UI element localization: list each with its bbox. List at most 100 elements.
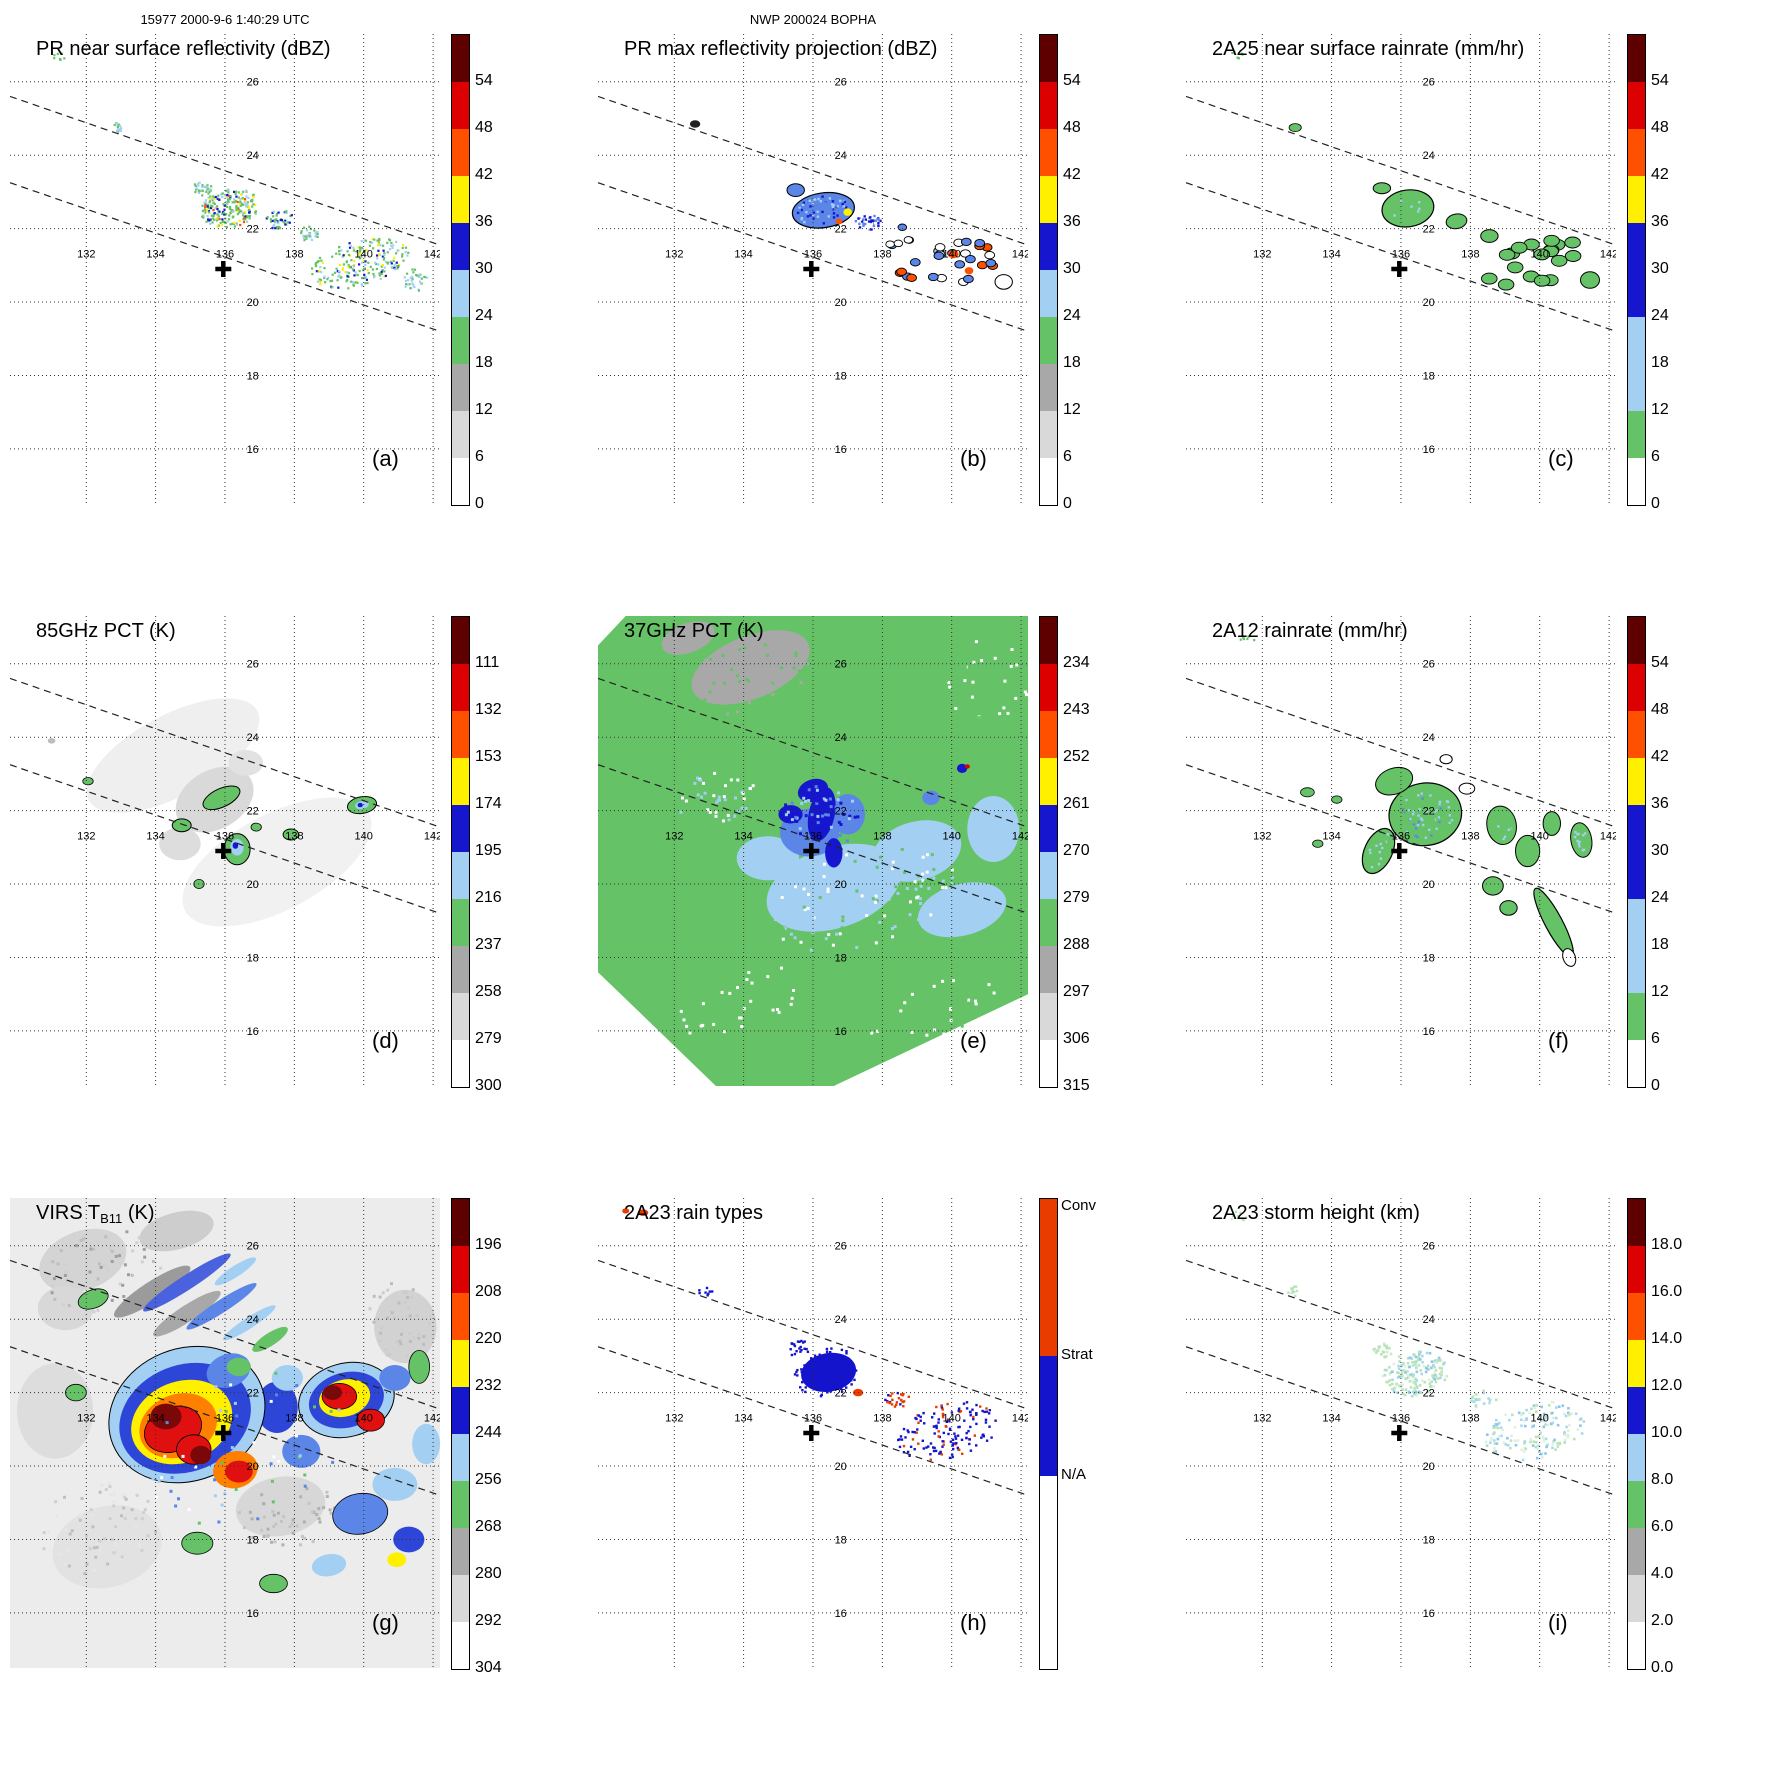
data-pixel bbox=[125, 1230, 129, 1234]
lat-label: 16 bbox=[1423, 444, 1435, 456]
data-pixel bbox=[320, 259, 323, 262]
data-pixel bbox=[1402, 1362, 1405, 1365]
data-pixel bbox=[1544, 1452, 1547, 1455]
data-pixel bbox=[201, 209, 204, 213]
data-pixel bbox=[813, 1381, 817, 1384]
data-pixel bbox=[197, 191, 201, 194]
data-pixel bbox=[727, 818, 731, 822]
data-pixel bbox=[140, 1549, 144, 1552]
data-pixel bbox=[1414, 212, 1417, 215]
data-pixel bbox=[810, 207, 813, 211]
data-pixel bbox=[911, 1438, 915, 1441]
data-pixel bbox=[1510, 1434, 1513, 1437]
data-pixel bbox=[804, 1390, 807, 1394]
data-pixel bbox=[1408, 195, 1411, 198]
data-pixel bbox=[798, 1340, 801, 1343]
data-pixel bbox=[251, 1536, 255, 1540]
data-pixel bbox=[338, 253, 341, 256]
data-pixel bbox=[905, 887, 909, 890]
data-pixel bbox=[381, 263, 384, 267]
data-pixel bbox=[916, 1428, 919, 1431]
data-pixel bbox=[288, 1525, 292, 1529]
lon-label: 138 bbox=[873, 831, 891, 843]
data-pixel bbox=[152, 1259, 155, 1263]
data-pixel bbox=[1508, 1418, 1511, 1422]
data-blob bbox=[150, 1403, 182, 1430]
data-pixel bbox=[243, 218, 246, 221]
data-pixel bbox=[801, 1389, 804, 1392]
colorbar-segment bbox=[1628, 1434, 1645, 1481]
data-pixel bbox=[814, 1358, 817, 1361]
data-pixel bbox=[119, 129, 122, 132]
data-pixel bbox=[875, 865, 879, 869]
data-blob bbox=[1372, 182, 1392, 195]
data-layer bbox=[1230, 1210, 1586, 1462]
data-pixel bbox=[801, 203, 805, 206]
data-pixel bbox=[76, 1518, 80, 1522]
data-pixel bbox=[1398, 1375, 1401, 1378]
data-pixel bbox=[270, 1479, 274, 1483]
panel-title-text: 2A12 rainrate (mm/hr) bbox=[1212, 620, 1408, 642]
data-pixel bbox=[858, 222, 861, 226]
colorbar-tick-label: 4.0 bbox=[1651, 1565, 1674, 1582]
data-pixel bbox=[812, 1358, 815, 1361]
data-pixel bbox=[224, 1410, 228, 1414]
data-pixel bbox=[201, 184, 204, 187]
data-pixel bbox=[386, 1316, 390, 1320]
data-pixel bbox=[1494, 1450, 1498, 1453]
data-pixel bbox=[209, 195, 212, 198]
data-pixel bbox=[965, 1401, 969, 1404]
data-pixel bbox=[917, 917, 921, 921]
data-pixel bbox=[245, 216, 249, 219]
data-pixel bbox=[932, 1449, 936, 1453]
data-pixel bbox=[1414, 1355, 1418, 1359]
data-pixel bbox=[839, 801, 843, 805]
data-pixel bbox=[85, 1562, 89, 1566]
colorbar-tick-label: 280 bbox=[475, 1565, 502, 1582]
colorbar-segment bbox=[1040, 711, 1057, 758]
data-pixel bbox=[245, 189, 248, 192]
data-pixel bbox=[1404, 1388, 1408, 1391]
data-pixel bbox=[1574, 1412, 1578, 1415]
data-pixel bbox=[1388, 1379, 1392, 1382]
data-pixel bbox=[803, 908, 807, 912]
data-pixel bbox=[903, 1001, 907, 1005]
data-pixel bbox=[206, 215, 209, 218]
colorbar-g bbox=[451, 1198, 470, 1670]
data-pixel bbox=[1242, 638, 1246, 641]
data-pixel bbox=[223, 213, 226, 216]
colorbar-tick-label: 36 bbox=[475, 213, 493, 230]
data-pixel bbox=[197, 184, 200, 187]
data-blob bbox=[408, 1349, 431, 1384]
data-pixel bbox=[1520, 1418, 1523, 1421]
data-pixel bbox=[1495, 1418, 1498, 1422]
data-pixel bbox=[941, 1415, 945, 1419]
data-pixel bbox=[805, 1363, 808, 1367]
data-pixel bbox=[790, 801, 794, 805]
data-pixel bbox=[1520, 1413, 1523, 1417]
data-blob bbox=[885, 240, 895, 248]
lon-label: 136 bbox=[1392, 1413, 1410, 1425]
data-pixel bbox=[929, 1453, 932, 1456]
data-pixel bbox=[226, 193, 229, 197]
data-pixel bbox=[207, 218, 210, 221]
data-pixel bbox=[1410, 1357, 1414, 1360]
data-pixel bbox=[970, 695, 974, 699]
data-pixel bbox=[369, 241, 372, 244]
data-pixel bbox=[915, 1431, 918, 1434]
data-pixel bbox=[829, 1386, 833, 1390]
data-pixel bbox=[943, 894, 947, 898]
data-pixel bbox=[60, 52, 64, 55]
data-pixel bbox=[932, 876, 936, 880]
data-pixel bbox=[89, 1247, 93, 1251]
data-blob bbox=[1580, 271, 1600, 289]
data-pixel bbox=[93, 1568, 97, 1572]
data-pixel bbox=[146, 1534, 150, 1538]
data-pixel bbox=[1411, 813, 1415, 816]
data-pixel bbox=[140, 1260, 144, 1264]
data-pixel bbox=[919, 1419, 922, 1422]
data-pixel bbox=[82, 1235, 86, 1239]
data-pixel bbox=[260, 1493, 264, 1497]
data-blob bbox=[974, 238, 986, 248]
